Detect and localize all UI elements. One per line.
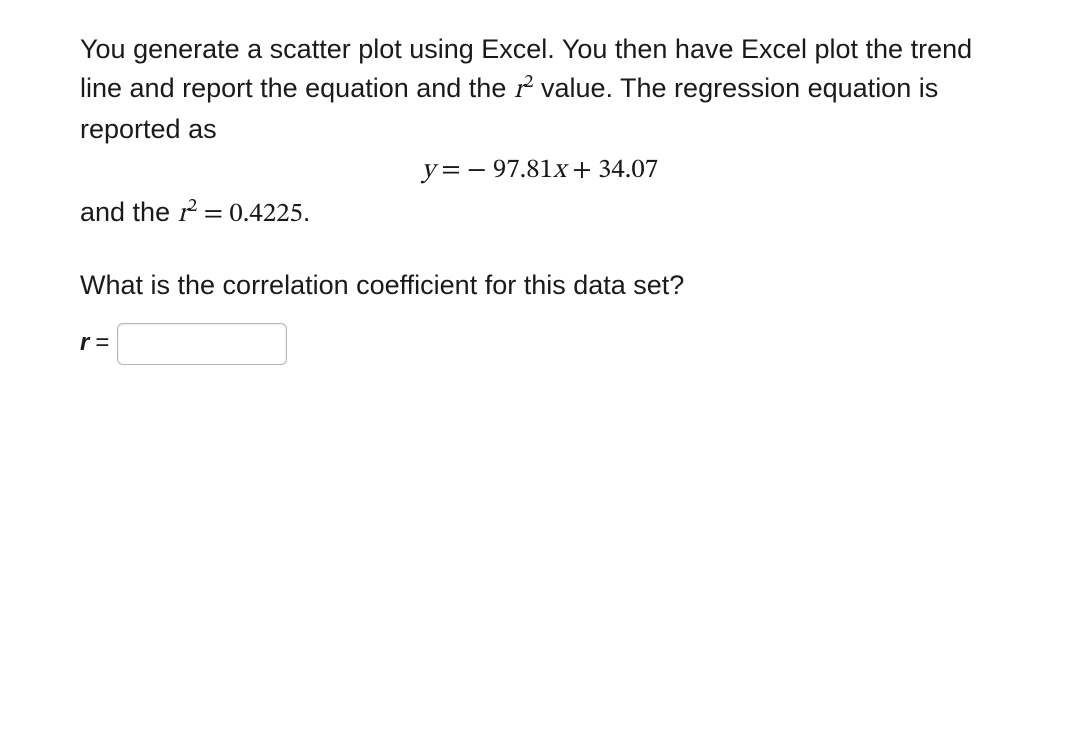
problem-page: You generate a scatter plot using Excel.… (0, 0, 1080, 365)
r-squared-inline-1: r2 (514, 77, 534, 104)
answer-row: r = (80, 323, 1000, 365)
problem-statement: You generate a scatter plot using Excel.… (80, 30, 1000, 149)
r-squared-inline-2: r2 (178, 201, 198, 228)
answer-input[interactable] (117, 323, 287, 365)
answer-eq: = (95, 326, 109, 361)
answer-label-r: r (80, 326, 89, 361)
regression-equation: y = − 97.81x + 34.07 (80, 151, 1000, 190)
question-text: What is the correlation coefficient for … (80, 266, 1000, 305)
r-squared-statement: and the r2 = 0.4225. (80, 193, 1000, 234)
